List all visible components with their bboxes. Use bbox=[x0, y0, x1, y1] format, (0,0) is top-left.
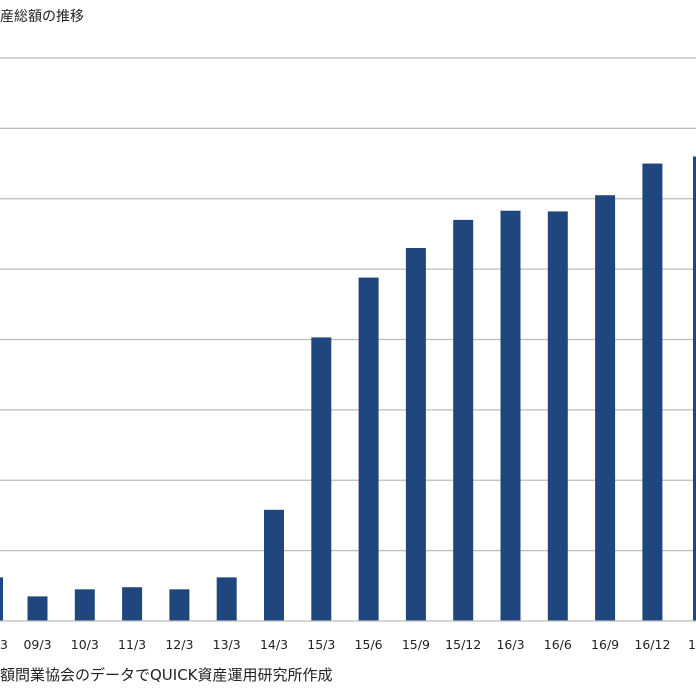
x-tick-label: 13/3 bbox=[213, 637, 241, 652]
bar bbox=[311, 337, 332, 621]
x-tick-label: 15/6 bbox=[355, 637, 383, 652]
source-note: 額問業協会のデータでQUICK資産運用研究所作成 bbox=[0, 666, 333, 684]
x-tick-label: 10/3 bbox=[71, 637, 99, 652]
bar bbox=[595, 195, 616, 621]
x-tick-labels: 3 1 09/3 10/3 11/3 12/3 13/3 14/3 15/3 15/6 15/9 15… bbox=[0, 637, 696, 652]
chart-title: 産総額の推移 bbox=[0, 9, 84, 25]
x-tick-label: 09/3 bbox=[23, 637, 51, 652]
bar bbox=[264, 509, 284, 621]
bar bbox=[405, 248, 426, 621]
x-tick-label: 14/3 bbox=[260, 637, 288, 652]
bar bbox=[27, 596, 48, 621]
bar bbox=[122, 587, 143, 621]
bar bbox=[169, 589, 190, 621]
bar bbox=[74, 589, 95, 621]
x-tick-label: 12/3 bbox=[165, 637, 193, 652]
bar bbox=[547, 211, 568, 622]
bar bbox=[642, 163, 663, 621]
x-tick-label-partial-left: 3 bbox=[0, 637, 8, 652]
x-tick-label-partial-right: 1 bbox=[688, 637, 696, 652]
x-tick-label: 16/6 bbox=[544, 637, 572, 652]
bar bbox=[500, 210, 521, 621]
bar bbox=[358, 277, 379, 621]
gridlines bbox=[0, 57, 696, 552]
x-tick-label: 16/9 bbox=[591, 637, 619, 652]
x-tick-label: 16/12 bbox=[634, 637, 670, 652]
x-tick-label: 11/3 bbox=[118, 637, 146, 652]
x-tick-label: 16/3 bbox=[496, 637, 524, 652]
x-tick-label: 15/9 bbox=[402, 637, 430, 652]
x-tick-label: 15/3 bbox=[307, 637, 335, 652]
bar-partial-left bbox=[0, 577, 3, 621]
bars bbox=[0, 156, 696, 622]
bar bbox=[453, 219, 474, 622]
bar-partial-right bbox=[693, 156, 696, 621]
x-tick-label: 15/12 bbox=[445, 637, 481, 652]
bar bbox=[216, 577, 237, 621]
